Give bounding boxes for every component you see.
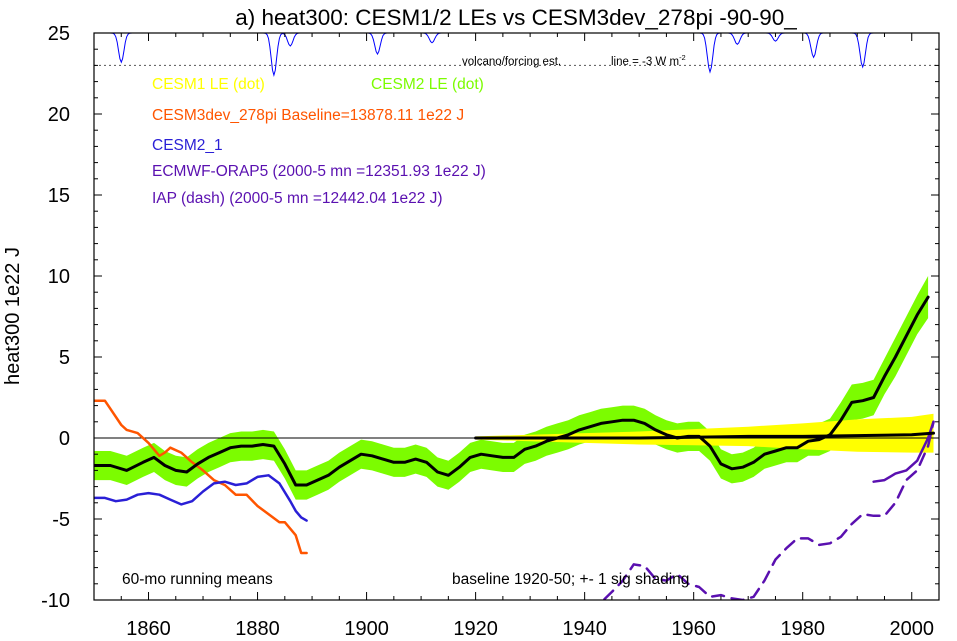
x-tick-label: 1900 xyxy=(344,618,389,640)
plot-frame xyxy=(93,32,940,601)
axes: 1860 1880 1900 1920 1940 1960 1980 2000 -10 -5 0 5 1… xyxy=(41,23,940,640)
y-tick-label: -5 xyxy=(52,509,70,531)
running-means-annotation: 60-mo running means xyxy=(122,571,273,588)
x-tick-label: 1860 xyxy=(126,618,171,640)
y-tick-label: 10 xyxy=(48,266,70,288)
y-tick-label: 20 xyxy=(48,104,70,126)
band-cesm2-le-spread-1-sig xyxy=(94,276,929,500)
x-tick-label: 1920 xyxy=(453,618,498,640)
x-tick-label: 1940 xyxy=(562,618,607,640)
y-tick-label: 15 xyxy=(48,185,70,207)
line-cesm2-1 xyxy=(94,474,308,522)
volcano-line-superscript: -2 xyxy=(679,53,686,62)
line-cesm2-le-ensemble-mean xyxy=(94,295,930,487)
legend-cesm2-1: CESM2_1 xyxy=(152,137,223,154)
x-tick-label: 2000 xyxy=(889,618,934,640)
y-tick-label: -10 xyxy=(41,590,70,612)
legend-cesm3dev: CESM3dev_278pi Baseline=13878.11 1e22 J xyxy=(152,107,464,124)
y-axis-label: heat300 1e22 J xyxy=(2,247,24,385)
legend-cesm2-le: CESM2 LE (dot) xyxy=(371,76,484,93)
volcano-line-text: line = -3 W m xyxy=(611,56,679,68)
volcano-line-annotation: line = -3 W m-2 xyxy=(611,53,686,68)
volcano-annotation: volcano/forcing est. xyxy=(462,56,561,68)
chart-title: a) heat300: CESM1/2 LEs vs CESM3dev_278p… xyxy=(235,5,797,30)
legend-ecmwf-orap5: ECMWF-ORAP5 (2000-5 mn =12351.93 1e22 J) xyxy=(152,163,486,180)
baseline-annotation: baseline 1920-50; +- 1 sig shading xyxy=(452,571,689,588)
legend-cesm1-le: CESM1 LE (dot) xyxy=(152,76,265,93)
band-cesm1-le-spread xyxy=(475,413,934,453)
line-ecmwf-orap5 xyxy=(872,420,935,483)
y-tick-label: 25 xyxy=(48,23,70,45)
plot-clipped-group xyxy=(94,33,939,600)
y-tick-label: 5 xyxy=(59,347,70,369)
line-cesm3dev-278pi xyxy=(94,399,308,555)
plot-area xyxy=(94,33,939,600)
x-tick-label: 1960 xyxy=(671,618,716,640)
y-tick-label: 0 xyxy=(59,428,70,450)
x-tick-label: 1880 xyxy=(235,618,280,640)
x-tick-label: 1980 xyxy=(780,618,825,640)
legend-iap: IAP (dash) (2000-5 mn =12442.04 1e22 J) xyxy=(152,190,443,207)
